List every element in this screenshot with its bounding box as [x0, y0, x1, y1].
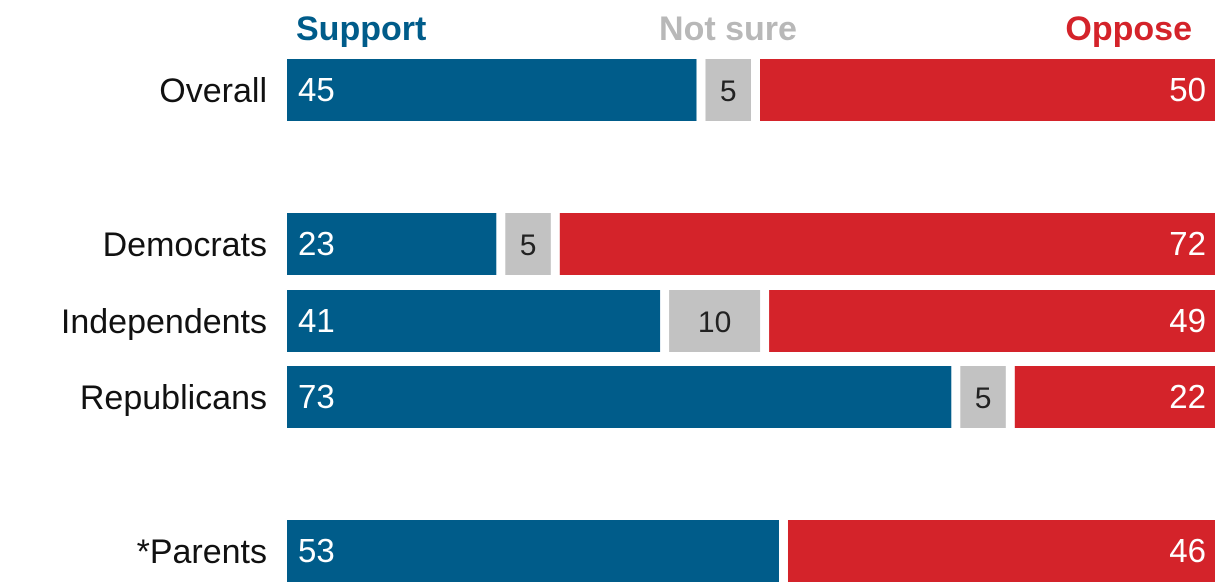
- bar-oppose-republicans: [1014, 366, 1215, 428]
- value-label-support-parents: 53: [298, 532, 335, 569]
- value-label-oppose-overall: 50: [1169, 71, 1206, 108]
- value-label-oppose-independents: 49: [1169, 302, 1206, 339]
- value-label-not-sure-independents: 10: [698, 306, 731, 339]
- value-label-not-sure-republicans: 5: [975, 382, 992, 415]
- legend-oppose: Oppose: [1065, 10, 1192, 48]
- bar-oppose-parents: [787, 520, 1215, 582]
- bar-support-independents: [287, 290, 661, 352]
- value-label-oppose-parents: 46: [1169, 532, 1206, 569]
- value-label-support-democrats: 23: [298, 225, 335, 262]
- bar-oppose-overall: [760, 59, 1215, 121]
- bar-support-democrats: [287, 213, 497, 275]
- bar-oppose-democrats: [559, 213, 1215, 275]
- value-label-oppose-democrats: 72: [1169, 225, 1206, 262]
- value-label-not-sure-democrats: 5: [520, 229, 537, 262]
- value-label-support-independents: 41: [298, 302, 335, 339]
- value-label-oppose-republicans: 22: [1169, 378, 1206, 415]
- value-label-support-overall: 45: [298, 71, 335, 108]
- legend-support: Support: [296, 10, 426, 48]
- category-label-parents: *Parents: [137, 533, 267, 571]
- category-label-democrats: Democrats: [103, 226, 267, 264]
- bar-not-sure-republicans: [960, 366, 1006, 428]
- bar-support-overall: [287, 59, 697, 121]
- bar-not-sure-democrats: [505, 213, 551, 275]
- value-label-support-republicans: 73: [298, 378, 335, 415]
- bar-not-sure-independents: [669, 290, 761, 352]
- bar-not-sure-overall: [705, 59, 751, 121]
- bar-support-republicans: [287, 366, 952, 428]
- bar-support-parents: [287, 520, 779, 582]
- bar-oppose-independents: [769, 290, 1215, 352]
- category-label-independents: Independents: [61, 303, 267, 341]
- category-label-overall: Overall: [159, 72, 267, 110]
- value-label-not-sure-overall: 5: [720, 75, 737, 108]
- category-label-republicans: Republicans: [80, 379, 267, 417]
- legend-not-sure: Not sure: [659, 10, 797, 48]
